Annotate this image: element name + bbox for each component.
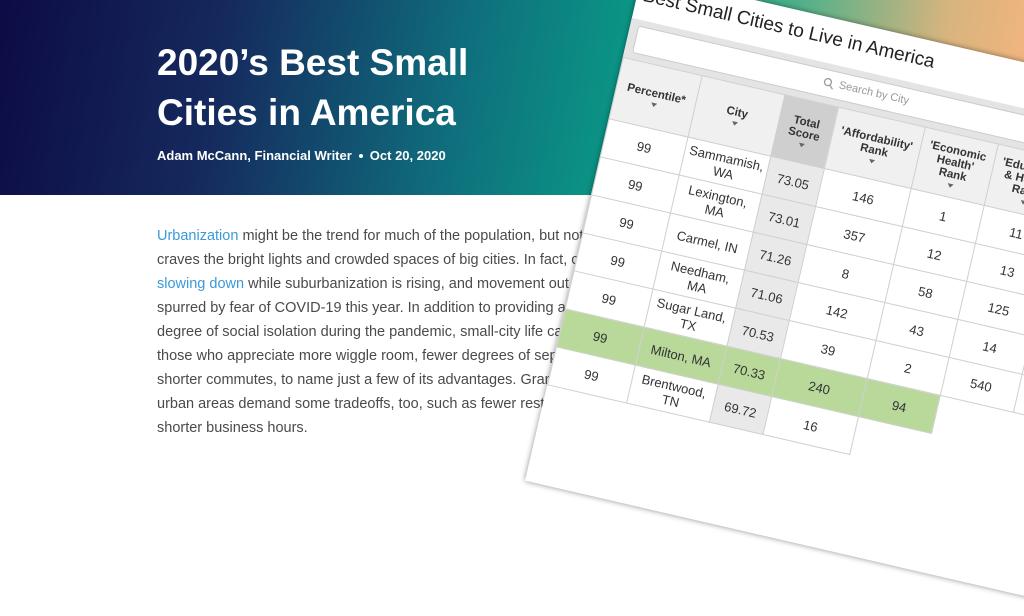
- sort-icon: [798, 142, 805, 148]
- text-line: craves the bright lights and crowded spa…: [157, 248, 596, 272]
- sort-icon: [1019, 199, 1024, 205]
- header-label: City: [725, 104, 750, 121]
- date: Oct 20, 2020: [369, 148, 446, 163]
- search-bar: Search by City: [622, 17, 1024, 192]
- text: spurred by fear of COVID-19 this year. I…: [157, 300, 578, 316]
- search-placeholder: Search by City: [837, 79, 911, 108]
- header-label: Total Score: [787, 113, 822, 144]
- text-line: degree of social isolation during the pa…: [157, 320, 596, 344]
- text-line: urban areas demand some tradeoffs, too, …: [157, 392, 596, 416]
- sort-icon: [650, 101, 658, 108]
- text: shorter commutes, to name just a few of …: [157, 372, 557, 388]
- sort-icon: [946, 182, 954, 188]
- search-box[interactable]: Search by City: [632, 25, 1024, 185]
- sort-icon: [868, 158, 876, 164]
- author[interactable]: Adam McCann, Financial Writer: [157, 148, 352, 163]
- text: might be the trend for much of the popul…: [238, 228, 596, 244]
- text: those who appreciate more wiggle room, f…: [157, 348, 558, 364]
- page: 2020’s Best Small Cities in America Adam…: [0, 0, 1024, 455]
- text-line: spurred by fear of COVID-19 this year. I…: [157, 296, 596, 320]
- byline: Adam McCann, Financial Writer Oct 20, 202…: [157, 148, 446, 163]
- text: urban areas demand some tradeoffs, too, …: [157, 396, 553, 412]
- article-title: 2020’s Best Small Cities in America: [157, 42, 469, 133]
- header-label: 'Economic Health' Rank: [928, 138, 988, 184]
- text: while suburbanization is rising, and mov…: [244, 276, 581, 292]
- text: degree of social isolation during the pa…: [157, 324, 563, 340]
- text-line: slowing down while suburbanization is ri…: [157, 272, 596, 296]
- table-image: Best Small Cities to Live in America Sea…: [525, 0, 1024, 616]
- search-icon: [823, 77, 833, 90]
- text-line: those who appreciate more wiggle room, f…: [157, 344, 596, 368]
- header-label: 'Affordability' Rank: [839, 124, 914, 160]
- text: shorter business hours.: [157, 420, 308, 436]
- header-label: 'Education & Health' Rank: [1001, 155, 1024, 201]
- inline-link[interactable]: slowing down: [157, 276, 245, 292]
- article-body: Urbanization might be the trend for much…: [157, 224, 596, 440]
- text-line: shorter business hours.: [157, 416, 596, 440]
- sort-icon: [731, 120, 739, 126]
- text: craves the bright lights and crowded spa…: [157, 252, 594, 268]
- text-line: Urbanization might be the trend for much…: [157, 224, 596, 248]
- separator: [358, 154, 363, 158]
- text-line: shorter commutes, to name just a few of …: [157, 368, 596, 392]
- inline-link[interactable]: Urbanization: [157, 228, 239, 244]
